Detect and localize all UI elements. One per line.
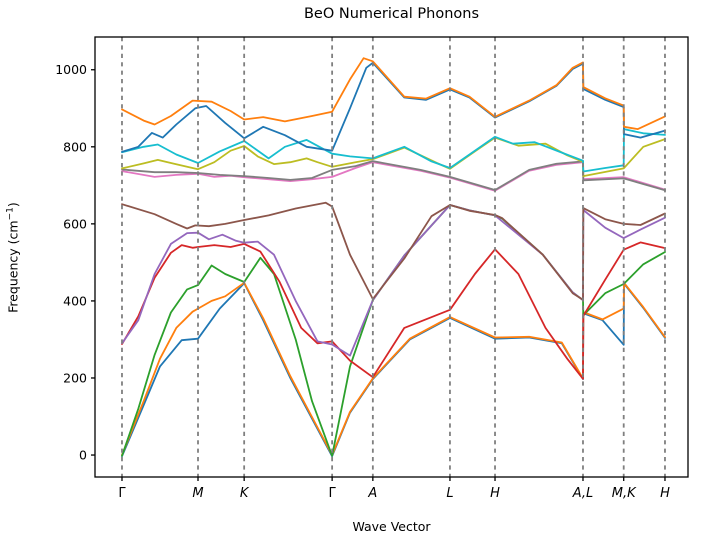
x-tick-label: Γ	[328, 486, 336, 501]
phonon-branch-band-12	[121, 57, 666, 131]
phonon-branch-band-02	[121, 281, 666, 456]
chart-title: BeO Numerical Phonons	[303, 6, 480, 22]
x-tick-label: Γ	[118, 486, 126, 501]
phonon-branch-band-03	[121, 204, 666, 457]
x-tick-label: A	[367, 486, 377, 501]
y-tick-label: 800	[63, 139, 87, 154]
phonon-branch-band-07	[121, 161, 666, 192]
x-tick-label: A,L	[572, 486, 594, 501]
x-tick-label: H	[490, 486, 500, 501]
phonon-branch-band-10	[121, 128, 666, 173]
x-axis-label: Wave Vector	[352, 519, 431, 534]
x-tick-label: M,K	[612, 486, 637, 501]
phonon-branch-band-08	[121, 160, 666, 192]
y-tick-label: 400	[63, 293, 87, 308]
y-axis-label: Frequency (cm−1)	[5, 202, 21, 313]
y-tick-label: 200	[63, 370, 87, 385]
phonon-branch-band-06	[121, 201, 666, 301]
x-tick-label: K	[240, 486, 250, 501]
y-tick-label: 0	[79, 448, 87, 463]
x-tick-label: H	[660, 486, 670, 501]
axes-frame	[94, 36, 689, 478]
x-tick-label: L	[446, 486, 453, 501]
x-tick-label: M	[192, 486, 203, 501]
y-tick-label: 600	[63, 216, 87, 231]
y-tick-label: 1000	[55, 62, 87, 77]
